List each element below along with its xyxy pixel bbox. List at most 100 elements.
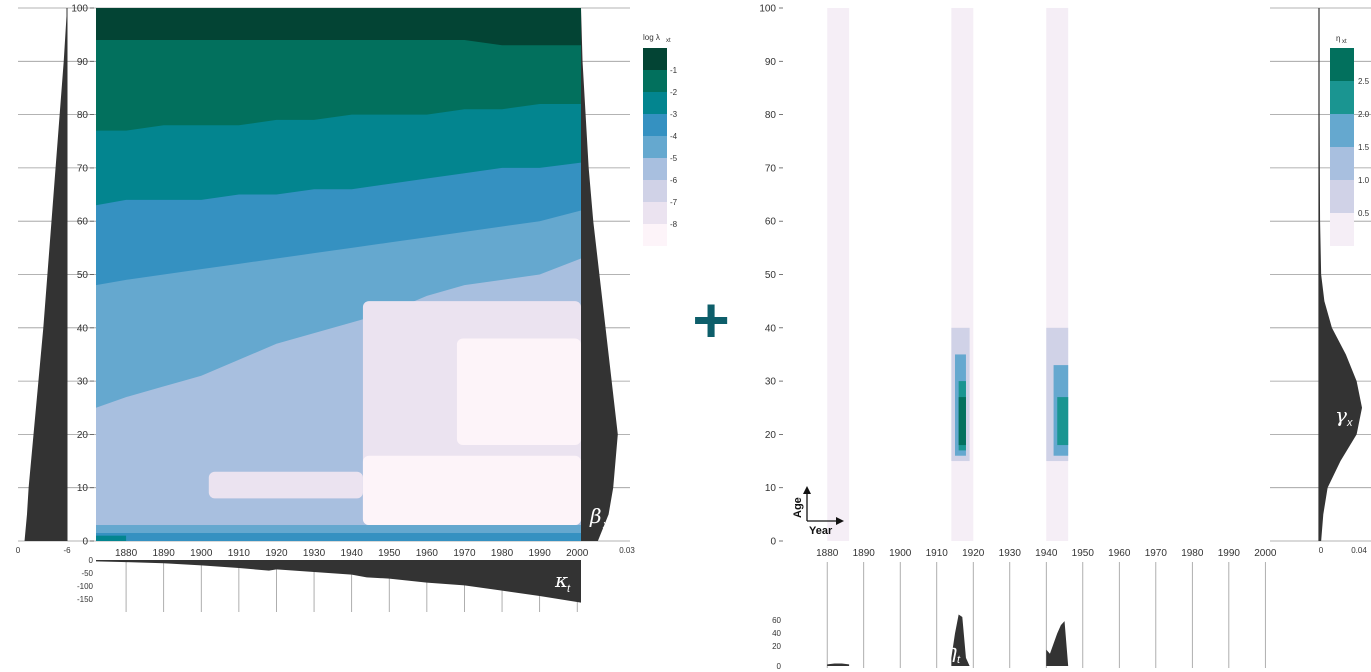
right-year-tick-1940: 1940 (1035, 548, 1058, 559)
left-age-tick-60: 60 (77, 217, 89, 228)
lambda-legend-swatch-8 (643, 224, 667, 246)
kappa-tick-100: -100 (77, 582, 94, 591)
beta-side-plot (581, 8, 618, 541)
right-age-tick-70: 70 (765, 163, 777, 174)
left-year-tick-2000: 2000 (566, 548, 589, 559)
heat-patch-2 (362, 455, 581, 526)
left-year-tick-1920: 1920 (265, 548, 288, 559)
right-year-tick-2000: 2000 (1254, 548, 1277, 559)
left-age-tick-50: 50 (77, 270, 89, 281)
lambda-legend-label-1: -2 (670, 88, 678, 97)
eta-column-0 (827, 8, 850, 541)
eta-spike-1 (951, 614, 970, 666)
eta-legend-label-0: 2.5 (1358, 77, 1370, 86)
eta-column-6 (958, 397, 966, 446)
left-age-tick-100: 100 (71, 4, 88, 15)
lambda-legend-swatch-2 (643, 92, 667, 114)
alpha-tick-0: 0 (16, 546, 21, 555)
eta-column-9 (1057, 397, 1069, 446)
beta-tick-max: 0.03 (619, 546, 635, 555)
eta-symbol-sub: t (957, 654, 961, 666)
right-year-tick-1990: 1990 (1218, 548, 1241, 559)
lambda-legend-swatch-7 (643, 202, 667, 224)
eta-legend-label-1: 2.0 (1358, 110, 1370, 119)
left-year-tick-1960: 1960 (416, 548, 439, 559)
lambda-legend-swatch-3 (643, 114, 667, 136)
left-year-ticks: 1880 1890 1900 1910 1920 1930 1940 1950 1960 1970… (115, 548, 589, 559)
right-age-tick-0: 0 (770, 537, 776, 548)
age-year-axis-indicator: Age Year (792, 486, 844, 537)
left-year-tick-1930: 1930 (303, 548, 326, 559)
eta-tick-20: 20 (772, 642, 781, 651)
heat-infant-row-a (96, 525, 581, 534)
right-year-tick-1910: 1910 (926, 548, 949, 559)
eta-legend-swatch-4 (1330, 180, 1354, 213)
alpha-side-plot (24, 8, 68, 541)
heat-infant-row-b (96, 533, 581, 541)
eta-legend-swatch-3 (1330, 147, 1354, 180)
right-year-tick-1920: 1920 (962, 548, 985, 559)
left-year-tick-1900: 1900 (190, 548, 213, 559)
eta-legend-swatch-2 (1330, 114, 1354, 147)
beta-symbol-sub: x (602, 519, 609, 531)
gamma-tick-0: 0 (1319, 546, 1324, 555)
eta-symbol: η (945, 639, 957, 663)
lambda-legend-swatch-6 (643, 180, 667, 202)
left-year-tick-1940: 1940 (341, 548, 364, 559)
beta-area (581, 8, 618, 541)
gamma-symbol-sub: x (1346, 417, 1353, 429)
right-age-tick-20: 20 (765, 430, 777, 441)
lambda-legend-label-5: -6 (670, 176, 678, 185)
right-age-ticks: 0 10 20 30 40 50 60 70 80 90 100 (759, 4, 783, 548)
lambda-legend-title-sub: xt (666, 38, 671, 44)
eta-spike-2 (1046, 621, 1069, 666)
alpha-tick-min: -6 (63, 546, 71, 555)
lambda-legend-title: log λ (643, 33, 660, 42)
plus-sign: + (692, 284, 729, 356)
left-year-tick-1910: 1910 (228, 548, 251, 559)
right-year-ticks: 1880 1890 1900 1910 1920 1930 1940 1950 1960 1970… (816, 548, 1277, 559)
log-lambda-legend: -1 -2 -3 -4 -5 -6 -7 -8 (643, 48, 678, 246)
left-age-tick-80: 80 (77, 110, 89, 121)
gamma-tick-max: 0.04 (1351, 546, 1367, 555)
right-age-tick-40: 40 (765, 323, 777, 334)
eta-xt-legend: 2.5 2.0 1.5 1.0 0.5 (1330, 48, 1370, 246)
eta-spike-0 (827, 663, 850, 666)
eta-legend-label-2: 1.5 (1358, 143, 1370, 152)
lambda-legend-label-4: -5 (670, 154, 678, 163)
left-age-tick-0: 0 (82, 537, 88, 548)
year-axis-label: Year (809, 525, 833, 537)
left-year-tick-1990: 1990 (529, 548, 552, 559)
left-year-tick-1970: 1970 (453, 548, 476, 559)
right-year-tick-1930: 1930 (999, 548, 1022, 559)
eta-bottom-plot (826, 562, 1266, 668)
kappa-bottom-plot (96, 560, 581, 612)
left-age-tick-10: 10 (77, 483, 89, 494)
right-age-tick-90: 90 (765, 57, 777, 68)
eta-legend-swatch-0 (1330, 48, 1354, 81)
right-year-tick-1900: 1900 (889, 548, 912, 559)
lambda-legend-label-2: -3 (670, 110, 678, 119)
gamma-symbol: γ (1335, 403, 1347, 427)
eta-legend-swatch-1 (1330, 81, 1354, 114)
heat-infant-row-c (96, 535, 127, 541)
left-age-tick-90: 90 (77, 57, 89, 68)
lambda-legend-swatch-5 (643, 158, 667, 180)
eta-legend-title: η (1336, 34, 1340, 43)
right-year-tick-1950: 1950 (1072, 548, 1095, 559)
right-age-tick-50: 50 (765, 270, 777, 281)
lambda-legend-swatch-0 (643, 48, 667, 70)
alpha-symbol: α (41, 22, 55, 46)
kappa-tick-50: -50 (81, 569, 93, 578)
gamma-area (1319, 8, 1362, 541)
eta-legend-swatch-5 (1330, 213, 1354, 246)
kappa-area (96, 560, 581, 603)
eta-tick-0: 0 (777, 662, 782, 671)
right-age-tick-10: 10 (765, 483, 777, 494)
heat-patch-3 (456, 338, 581, 446)
left-age-ticks: 0 10 20 30 40 50 60 70 80 90 100 (71, 4, 94, 548)
right-year-tick-1970: 1970 (1145, 548, 1168, 559)
